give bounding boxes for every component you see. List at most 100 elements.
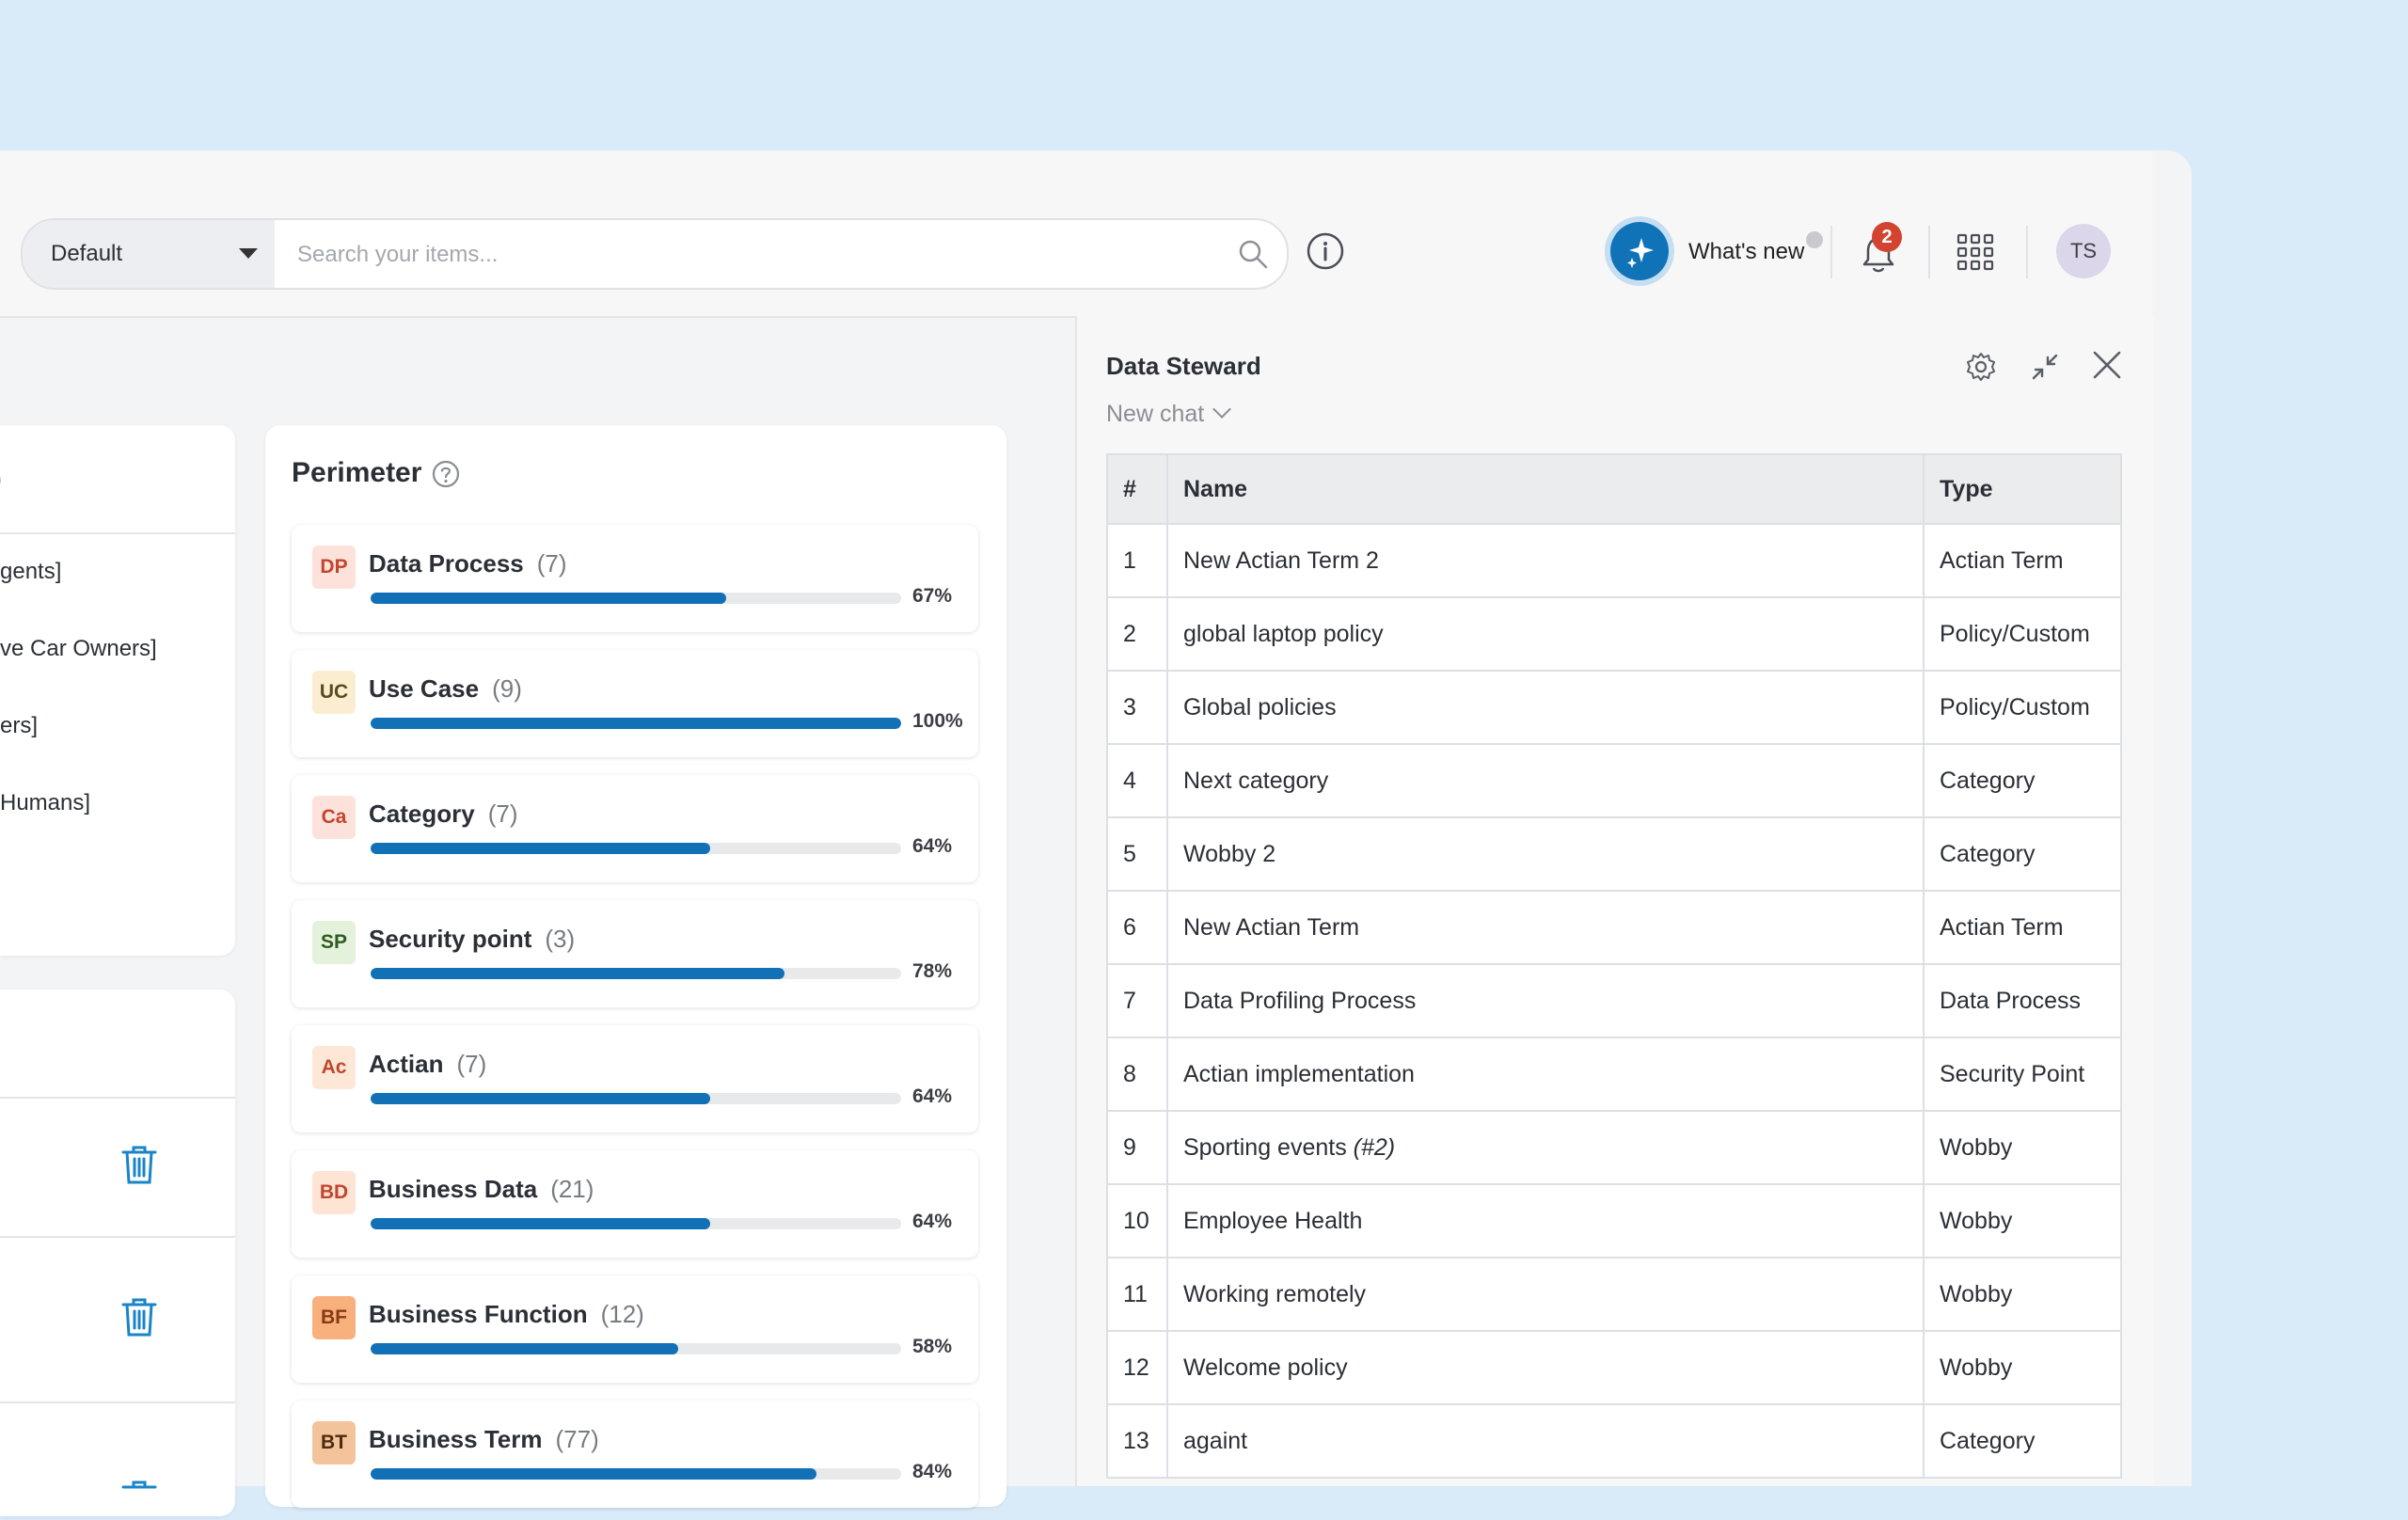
table-row[interactable]: 12 Welcome policy Wobby [1106, 1330, 2122, 1405]
list-item[interactable]: ers] [0, 713, 39, 738]
table-row[interactable]: 1 New Actian Term 2 Actian Term [1106, 523, 2122, 598]
perimeter-item[interactable]: BT Business Term (77) 84% [292, 1401, 978, 1508]
cell-number: 10 [1106, 1183, 1168, 1259]
cell-name-text: Working remotely [1183, 1280, 1367, 1307]
perimeter-item[interactable]: UC Use Case (9) 100% [292, 650, 978, 757]
perimeter-item-label: Business Term (77) [369, 1425, 599, 1454]
perimeter-item-name: Business Function [369, 1300, 588, 1328]
perimeter-item[interactable]: DP Data Process (7) 67% [292, 525, 978, 632]
cell-type: Wobby [1923, 1257, 2122, 1332]
type-badge: Ac [312, 1046, 356, 1089]
search-input[interactable] [295, 220, 1221, 288]
perimeter-item-count: (3) [545, 925, 576, 953]
cell-name: Sporting events (#2) [1166, 1110, 1925, 1185]
cell-type: Wobby [1923, 1330, 2122, 1405]
table-row[interactable]: 4 Next category Category [1106, 743, 2122, 818]
trash-icon[interactable] [120, 1296, 158, 1338]
divider [0, 532, 235, 534]
column-header-name: Name [1166, 453, 1925, 525]
info-icon[interactable] [1306, 231, 1345, 271]
progress-fill [371, 1218, 710, 1229]
left-list-card: ) gents] ve Car Owners] ers] Humans] [0, 425, 235, 956]
scope-label: Default [51, 241, 123, 266]
cell-name-text: againt [1183, 1427, 1248, 1454]
table-row[interactable]: 2 global laptop policy Policy/Custom [1106, 596, 2122, 672]
type-badge: BT [312, 1421, 356, 1465]
user-avatar[interactable]: TS [2056, 224, 2111, 278]
cell-name: global laptop policy [1166, 596, 1925, 672]
table-row[interactable]: 3 Global policies Policy/Custom [1106, 670, 2122, 745]
table-row[interactable]: 8 Actian implementation Security Point [1106, 1037, 2122, 1112]
cell-number: 2 [1106, 596, 1168, 672]
perimeter-item-count: (12) [600, 1300, 644, 1328]
cell-number: 13 [1106, 1403, 1168, 1479]
type-badge: UC [312, 671, 356, 714]
list-item[interactable]: Humans] [0, 790, 91, 815]
ai-assistant-button[interactable] [1610, 222, 1669, 280]
minimize-icon[interactable] [2028, 350, 2062, 384]
perimeter-item[interactable]: BD Business Data (21) 64% [292, 1150, 978, 1258]
perimeter-item-count: (7) [536, 549, 567, 578]
cell-name: Welcome policy [1166, 1330, 1925, 1405]
progress-bar [371, 1093, 901, 1104]
table-row[interactable]: 7 Data Profiling Process Data Process [1106, 963, 2122, 1038]
scope-dropdown[interactable]: Default [23, 220, 275, 288]
table-row[interactable]: 10 Employee Health Wobby [1106, 1183, 2122, 1259]
search-bar: Default [21, 218, 1289, 290]
table-row[interactable]: 11 Working remotely Wobby [1106, 1257, 2122, 1332]
perimeter-item-name: Use Case [369, 674, 480, 703]
whats-new-link[interactable]: What's new [1688, 239, 1805, 264]
table-row[interactable]: 13 againt Category [1106, 1403, 2122, 1479]
perimeter-item-name: Security point [369, 925, 532, 953]
divider [1928, 226, 1930, 278]
perimeter-item[interactable]: Ca Category (7) 64% [292, 775, 978, 882]
cell-type: Security Point [1923, 1037, 2122, 1112]
cell-number: 3 [1106, 670, 1168, 745]
cell-number: 5 [1106, 816, 1168, 892]
cell-name: Actian implementation [1166, 1037, 1925, 1112]
chat-selector[interactable]: New chat [1106, 400, 1232, 428]
search-icon[interactable] [1236, 237, 1270, 271]
perimeter-item-count: (77) [555, 1425, 599, 1453]
perimeter-item[interactable]: SP Security point (3) 78% [292, 900, 978, 1007]
perimeter-item-count: (7) [456, 1050, 487, 1078]
help-icon[interactable] [431, 459, 461, 489]
cell-name-text: Wobby 2 [1183, 840, 1276, 867]
progress-fill [371, 1468, 816, 1480]
gear-icon[interactable] [1964, 350, 1998, 384]
divider [0, 1401, 235, 1403]
list-item[interactable]: ve Car Owners] [0, 636, 157, 661]
cell-number: 9 [1106, 1110, 1168, 1185]
perimeter-item-label: Business Function (12) [369, 1300, 644, 1329]
table-row[interactable]: 5 Wobby 2 Category [1106, 816, 2122, 892]
perimeter-item[interactable]: Ac Actian (7) 64% [292, 1025, 978, 1132]
trash-icon[interactable] [120, 1144, 158, 1185]
perimeter-item-label: Use Case (9) [369, 674, 522, 704]
cell-name: New Actian Term 2 [1166, 523, 1925, 598]
cell-name-text: Data Profiling Process [1183, 987, 1417, 1014]
progress-bar [371, 1468, 901, 1480]
cell-name: againt [1166, 1403, 1925, 1479]
chevron-down-icon [1212, 400, 1232, 419]
table-row[interactable]: 9 Sporting events (#2) Wobby [1106, 1110, 2122, 1185]
progress-fill [371, 1343, 679, 1354]
perimeter-item[interactable]: BF Business Function (12) 58% [292, 1275, 978, 1383]
progress-fill [371, 1093, 710, 1104]
perimeter-item-name: Actian [369, 1050, 444, 1078]
close-icon[interactable] [2090, 348, 2124, 382]
progress-bar [371, 1343, 901, 1354]
table-body: 1 New Actian Term 2 Actian Term 2 global lap… [1106, 523, 2122, 1479]
cell-name: Wobby 2 [1166, 816, 1925, 892]
cell-name: Next category [1166, 743, 1925, 818]
chat-selector-label: New chat [1106, 401, 1205, 427]
list-item[interactable]: gents] [0, 559, 62, 584]
cell-type: Category [1923, 743, 2122, 818]
type-badge: BF [312, 1296, 356, 1339]
cell-name-text: New Actian Term 2 [1183, 546, 1379, 574]
cell-name-text: Global policies [1183, 693, 1337, 720]
trash-icon[interactable] [120, 1479, 158, 1520]
apps-grid-icon[interactable] [1956, 233, 1994, 271]
table-row[interactable]: 6 New Actian Term Actian Term [1106, 890, 2122, 965]
divider [1830, 226, 1832, 278]
cell-type: Wobby [1923, 1110, 2122, 1185]
